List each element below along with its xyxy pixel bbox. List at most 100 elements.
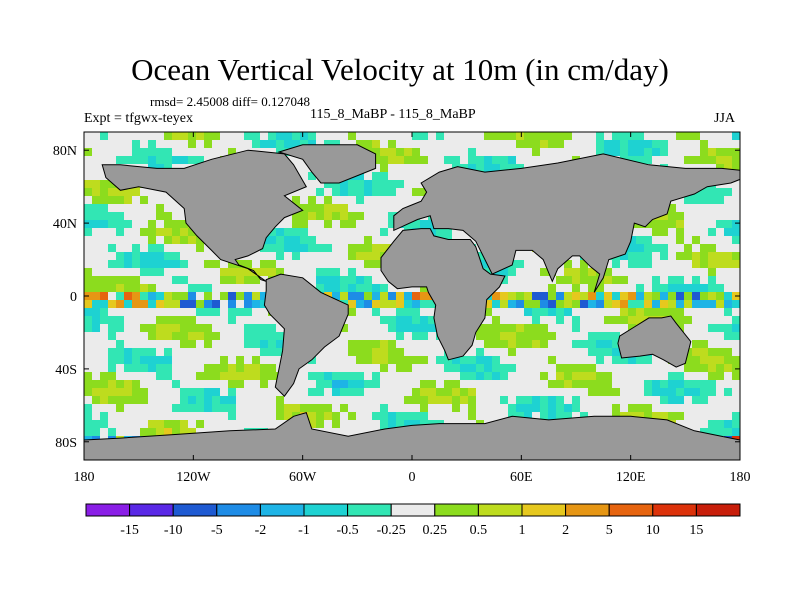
field-cell [436,228,444,236]
field-cell [84,308,92,316]
field-cell [428,316,436,324]
field-cell [140,148,148,156]
field-cell [388,340,396,348]
field-cell [580,268,588,276]
field-cell [116,276,124,284]
field-cell [156,292,164,300]
field-cell [172,420,180,428]
field-cell [364,236,372,244]
field-cell [708,276,716,284]
field-cell [196,332,204,340]
field-cell [92,308,100,316]
field-cell [708,348,716,356]
field-cell [244,292,252,300]
field-cell [484,132,492,140]
field-cell [596,340,604,348]
field-cell [228,404,236,412]
field-cell [212,300,220,308]
field-cell [260,340,268,348]
field-cell [116,212,124,220]
field-cell [564,404,572,412]
field-cell [404,316,412,324]
field-cell [732,332,740,340]
field-cell [84,148,92,156]
field-cell [156,428,164,436]
field-cell [732,260,740,268]
field-cell [148,324,156,332]
colorbar-swatch [477,503,523,517]
field-cell [172,404,180,412]
field-cell [308,196,316,204]
field-cell [484,324,492,332]
field-cell [420,388,428,396]
field-cell [404,308,412,316]
field-cell [452,380,460,388]
field-cell [116,220,124,228]
field-cell [212,404,220,412]
field-cell [172,428,180,436]
field-cell [100,132,108,140]
field-cell [684,156,692,164]
field-cell [372,180,380,188]
field-cell [100,412,108,420]
field-cell [284,412,292,420]
field-cell [220,276,228,284]
field-cell [164,372,172,380]
field-cell [140,268,148,276]
field-cell [692,132,700,140]
field-cell [684,132,692,140]
field-cell [164,292,172,300]
field-cell [684,196,692,204]
field-cell [636,156,644,164]
field-cell [108,196,116,204]
field-cell [572,324,580,332]
field-cell [356,180,364,188]
field-cell [228,292,236,300]
field-cell [684,316,692,324]
field-cell [388,316,396,324]
field-cell [428,396,436,404]
field-cell [316,212,324,220]
field-cell [124,364,132,372]
field-cell [564,276,572,284]
colorbar-swatch [216,503,261,517]
field-cell [412,356,420,364]
field-cell [348,372,356,380]
field-cell [188,396,196,404]
field-cell [364,340,372,348]
field-cell [524,308,532,316]
field-cell [724,220,732,228]
field-cell [460,388,468,396]
field-cell [308,412,316,420]
field-cell [636,140,644,148]
field-cell [516,164,524,172]
field-cell [100,212,108,220]
field-cell [164,332,172,340]
field-cell [372,356,380,364]
field-cell [540,308,548,316]
field-cell [612,404,620,412]
field-cell [556,140,564,148]
field-cell [660,220,668,228]
field-cell [380,148,388,156]
field-cell [652,276,660,284]
field-cell [356,380,364,388]
field-cell [548,404,556,412]
field-cell [292,212,300,220]
field-cell [692,356,700,364]
field-cell [316,372,324,380]
field-cell [252,276,260,284]
field-cell [524,404,532,412]
field-cell [396,316,404,324]
field-cell [556,308,564,316]
field-cell [380,316,388,324]
field-cell [636,412,644,420]
field-cell [212,308,220,316]
field-cell [300,140,308,148]
field-cell [444,228,452,236]
field-cell [196,244,204,252]
field-cell [92,204,100,212]
field-cell [588,332,596,340]
field-cell [132,284,140,292]
field-cell [668,212,676,220]
